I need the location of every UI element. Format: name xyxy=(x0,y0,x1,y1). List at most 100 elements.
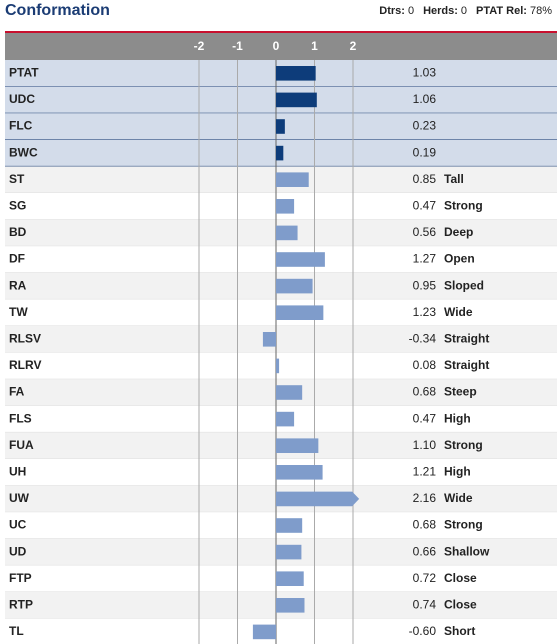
row-bg xyxy=(5,326,557,353)
trait-label: FA xyxy=(9,385,25,399)
value-label: 0.74 xyxy=(413,597,437,611)
bar xyxy=(276,119,285,134)
trait-label: FTP xyxy=(9,571,32,585)
trait-label: BWC xyxy=(9,145,38,159)
bar xyxy=(276,491,360,507)
descriptor: Straight xyxy=(444,358,489,372)
stat-label: Dtrs: xyxy=(379,5,405,17)
descriptor: Steep xyxy=(444,385,477,399)
value-label: 0.85 xyxy=(413,172,437,186)
bar xyxy=(252,624,276,640)
descriptor: Shallow xyxy=(444,544,490,558)
bar xyxy=(276,172,309,187)
bar xyxy=(276,145,284,161)
bar xyxy=(276,438,319,453)
value-label: 0.08 xyxy=(413,358,437,372)
value-label: 0.19 xyxy=(413,145,437,159)
stat-value: 0 xyxy=(461,5,467,17)
value-label: 1.03 xyxy=(413,65,437,79)
value-label: 0.95 xyxy=(413,278,437,292)
bar xyxy=(276,544,302,560)
x-tick-label: -2 xyxy=(194,39,205,53)
bar xyxy=(276,225,298,241)
bar xyxy=(276,252,325,267)
descriptor: Close xyxy=(444,571,477,585)
stat-value: 78% xyxy=(530,5,552,17)
value-label: 2.16 xyxy=(413,491,437,505)
x-tick-label: 0 xyxy=(273,39,280,53)
bar xyxy=(262,332,276,347)
axis-header xyxy=(5,33,557,60)
descriptor: Open xyxy=(444,252,475,266)
trait-label: UDC xyxy=(9,92,35,106)
stat-label: PTAT Rel: xyxy=(476,5,527,17)
trait-label: RLSV xyxy=(9,331,41,345)
value-label: -0.60 xyxy=(409,624,437,638)
descriptor: Strong xyxy=(444,518,483,532)
trait-label: TW xyxy=(9,305,28,319)
bar xyxy=(276,518,303,533)
x-tick-label: 2 xyxy=(350,39,357,53)
trait-label: FLS xyxy=(9,411,32,425)
trait-label: UD xyxy=(9,544,27,558)
bar xyxy=(276,358,280,374)
value-label: 1.23 xyxy=(413,305,437,319)
chart-title: Conformation xyxy=(5,2,110,19)
bar xyxy=(276,571,304,586)
row-bg xyxy=(5,352,557,380)
descriptor: Short xyxy=(444,624,475,638)
bar xyxy=(276,465,323,480)
value-label: 0.23 xyxy=(413,119,437,133)
row-bg xyxy=(5,618,557,644)
bar xyxy=(276,278,313,294)
trait-label: RTP xyxy=(9,597,33,611)
trait-label: PTAT xyxy=(9,65,39,79)
bar xyxy=(276,92,317,108)
stat-value: 0 xyxy=(408,5,414,17)
descriptor: Wide xyxy=(444,305,473,319)
value-label: 0.47 xyxy=(413,411,437,425)
trait-label: UW xyxy=(9,491,30,505)
value-label: 1.27 xyxy=(413,252,437,266)
descriptor: Wide xyxy=(444,491,473,505)
descriptor: Strong xyxy=(444,198,483,212)
descriptor: Sloped xyxy=(444,278,484,292)
x-tick-label: 1 xyxy=(311,39,318,53)
trait-label: FLC xyxy=(9,119,33,133)
descriptor: Close xyxy=(444,597,477,611)
value-label: 0.47 xyxy=(413,198,437,212)
trait-label: SG xyxy=(9,198,26,212)
value-label: 0.72 xyxy=(413,571,437,585)
bar xyxy=(276,199,295,214)
trait-label: FUA xyxy=(9,438,34,452)
descriptor: Deep xyxy=(444,225,473,239)
trait-label: RA xyxy=(9,278,27,292)
bar xyxy=(276,66,316,81)
value-label: 1.21 xyxy=(413,464,437,478)
x-tick-label: -1 xyxy=(232,39,243,53)
value-label: -0.34 xyxy=(409,331,437,345)
trait-label: UC xyxy=(9,518,27,532)
trait-label: BD xyxy=(9,225,27,239)
stats: Dtrs: 0 Herds: 0 PTAT Rel: 78% xyxy=(379,5,552,17)
descriptor: High xyxy=(444,411,471,425)
bar xyxy=(276,305,324,320)
stat-label: Herds: xyxy=(423,5,458,17)
value-label: 0.66 xyxy=(413,544,437,558)
descriptor: Tall xyxy=(444,172,464,186)
header-rule xyxy=(5,31,557,33)
trait-label: DF xyxy=(9,252,25,266)
trait-label: UH xyxy=(9,464,26,478)
descriptor: Strong xyxy=(444,438,483,452)
value-label: 1.06 xyxy=(413,92,437,106)
trait-label: ST xyxy=(9,172,25,186)
trait-label: TL xyxy=(9,624,24,638)
descriptor: High xyxy=(444,464,471,478)
value-label: 1.10 xyxy=(413,438,437,452)
value-label: 0.56 xyxy=(413,225,437,239)
bar xyxy=(276,598,305,613)
descriptor: Straight xyxy=(444,331,489,345)
bar xyxy=(276,385,303,400)
bar xyxy=(276,411,295,427)
